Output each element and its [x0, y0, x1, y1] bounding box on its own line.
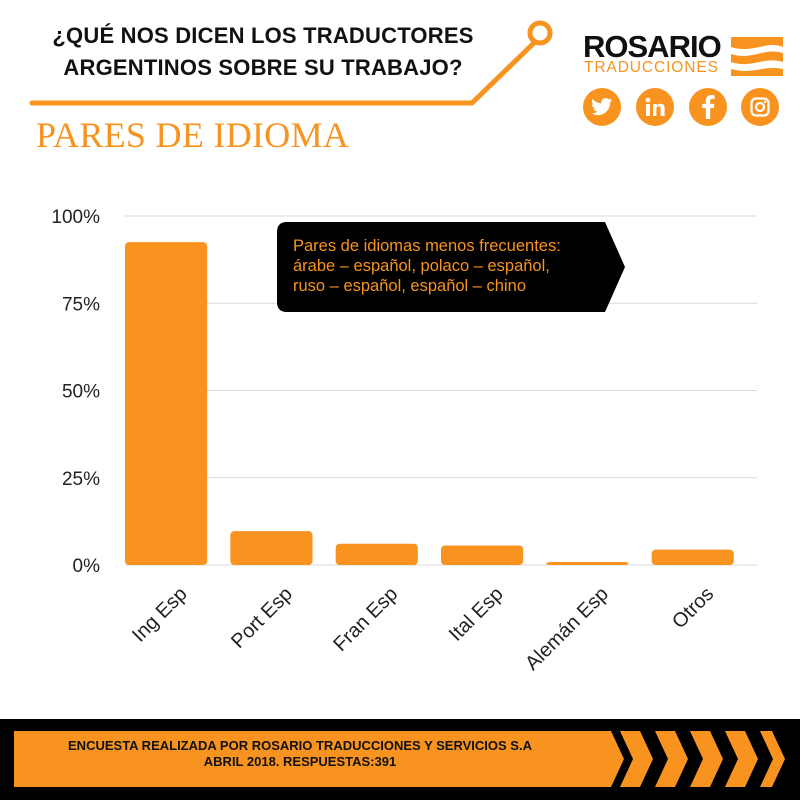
- bar-chart: 0%25%50%75%100% Ing Esp Port Esp Fran Esp I…: [51, 207, 757, 675]
- x-tick-label: Ital Esp: [445, 583, 508, 646]
- facebook-icon[interactable]: [689, 88, 727, 126]
- footer-text: ENCUESTA REALIZADA POR ROSARIO TRADUCCIO…: [40, 738, 560, 770]
- logo-tagline: TRADUCCIONES: [584, 59, 719, 76]
- header-decorative-line: [29, 20, 553, 106]
- y-tick-label: 0%: [73, 556, 101, 577]
- callout-box: [277, 222, 625, 312]
- page-title-line-1: ¿QUÉ NOS DICEN LOS TRADUCTORES: [52, 23, 474, 48]
- bar-ing-esp: [125, 242, 208, 566]
- page-title: ¿QUÉ NOS DICEN LOS TRADUCTORES ARGENTINO…: [18, 20, 508, 84]
- footer-chevron-icons: [620, 731, 785, 787]
- footer-line-1: ENCUESTA REALIZADA POR ROSARIO TRADUCCIO…: [68, 738, 532, 753]
- x-tick-label: Port Esp: [227, 583, 297, 653]
- twitter-icon[interactable]: [583, 88, 621, 126]
- linkedin-icon[interactable]: [636, 88, 674, 126]
- bar-fran-esp: [335, 543, 418, 565]
- y-tick-label: 75%: [62, 294, 100, 315]
- x-tick-label: Otros: [668, 583, 718, 633]
- chart-x-axis: Ing Esp Port Esp Fran Esp Ital Esp Alemán Es…: [128, 583, 718, 675]
- y-tick-label: 100%: [51, 207, 100, 228]
- x-tick-label: Alemán Esp: [521, 583, 613, 675]
- page-title-line-2: ARGENTINOS SOBRE SU TRABAJO?: [63, 55, 463, 80]
- callout-line-1: Pares de idiomas menos frecuentes:: [293, 237, 561, 255]
- brand-logo[interactable]: ROSARIO TRADUCCIONES: [583, 30, 783, 78]
- bar-port-esp: [230, 531, 313, 565]
- y-tick-label: 50%: [62, 382, 100, 403]
- logo-name: ROSARIO: [583, 29, 722, 64]
- y-tick-label: 25%: [62, 469, 100, 490]
- x-tick-label: Fran Esp: [329, 583, 402, 656]
- bar-otros: [651, 549, 734, 565]
- chart-bars: [125, 242, 734, 566]
- instagram-icon[interactable]: [741, 88, 779, 126]
- x-tick-label: Ing Esp: [128, 583, 192, 647]
- callout-text: Pares de idiomas menos frecuentes: árabe…: [293, 236, 613, 296]
- footer-banner: [14, 731, 785, 787]
- footer-line-2: ABRIL 2018. RESPUESTAS:391: [203, 754, 397, 769]
- bar-ital-esp: [441, 545, 524, 565]
- bar-alem-n-esp: [546, 562, 629, 565]
- chart-y-axis: 0% 25% 50% 75% 100%: [51, 207, 100, 577]
- callout-line-2: árabe – español, polaco – español,: [293, 257, 550, 275]
- logo-wave-icon: [731, 37, 783, 76]
- section-title: PARES DE IDIOMA: [36, 115, 350, 155]
- callout-line-3: ruso – español, español – chino: [293, 277, 526, 295]
